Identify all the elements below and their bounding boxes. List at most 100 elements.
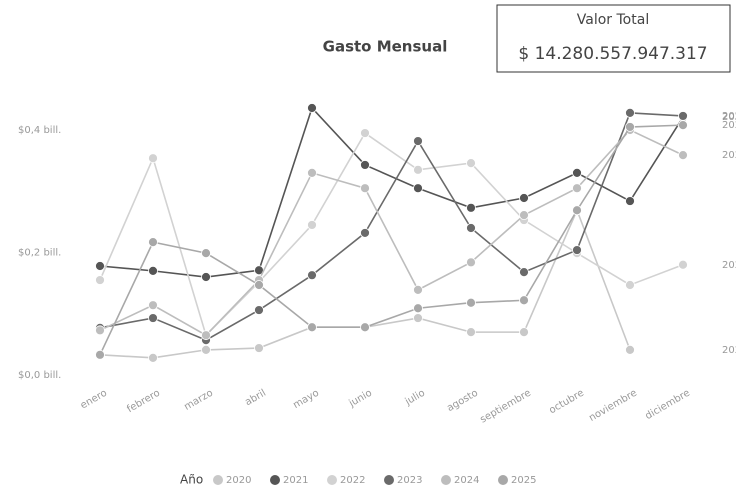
x-tick-label: diciembre (643, 388, 692, 422)
x-tick-label: noviembre (587, 388, 639, 424)
data-point (148, 352, 158, 363)
x-tick-label: marzo (182, 388, 215, 413)
x-tick-label: enero (79, 388, 109, 412)
data-point (307, 220, 317, 230)
data-point (466, 257, 476, 268)
series-line (99, 129, 684, 337)
data-point (519, 327, 529, 338)
legend-swatch (270, 475, 280, 485)
card-title: Valor Total (577, 12, 649, 28)
legend-label: 2025 (511, 475, 536, 486)
x-tick-label: mayo (291, 388, 321, 411)
data-point (413, 183, 423, 194)
data-point (572, 205, 582, 216)
legend-swatch (498, 475, 508, 485)
x-tick-label: septiembre (478, 388, 533, 426)
data-point (678, 111, 688, 121)
data-point (466, 223, 476, 233)
legend-label: 2020 (226, 475, 251, 486)
data-point (201, 248, 211, 259)
data-point (360, 128, 370, 138)
series-end-label: 2023 (722, 111, 736, 122)
card-value: $ 14.280.557.947.317 (518, 44, 707, 64)
x-tick-label: abril (243, 388, 268, 409)
y-tick-label: $0,0 bill. (18, 370, 61, 381)
legend-label: 2023 (397, 475, 422, 486)
x-tick-label: febrero (125, 388, 162, 416)
legend-title: Año (180, 473, 203, 487)
data-point (201, 330, 211, 341)
data-point (572, 183, 582, 194)
x-tick-label: octubre (547, 388, 586, 417)
data-point (466, 297, 476, 308)
data-point (201, 272, 211, 282)
data-point (201, 344, 211, 355)
data-point (625, 107, 635, 118)
series-end-label: 2024 (722, 150, 736, 161)
series-end-label: 2020 (722, 345, 736, 356)
data-point (678, 120, 688, 131)
data-point (307, 322, 317, 333)
x-tick-label: junio (347, 388, 374, 410)
data-point (254, 305, 264, 315)
data-point (307, 270, 317, 281)
data-point (519, 295, 529, 306)
data-point (360, 160, 370, 170)
x-tick-label: julio (403, 388, 427, 408)
legend-swatch (213, 475, 223, 485)
series-line (99, 131, 684, 337)
data-point (148, 237, 158, 247)
data-point (360, 183, 370, 194)
series-line (99, 106, 684, 278)
data-point (413, 164, 423, 175)
legend-label: 2024 (454, 475, 479, 486)
plot: $0,0 bill. $0,2 bill. $0,4 bill. enero febre… (18, 103, 736, 487)
chart-title: Gasto Mensual (323, 38, 448, 56)
data-point (254, 343, 264, 353)
series-end-label: 2021 (722, 112, 736, 123)
data-point (307, 167, 317, 178)
data-point (95, 261, 105, 271)
data-point (519, 210, 529, 221)
kpi-card (496, 4, 731, 73)
legend-swatch (441, 475, 451, 485)
y-tick-label: $0,2 bill. (18, 248, 61, 259)
legend-swatch (327, 475, 337, 485)
data-point (307, 103, 317, 113)
series-end-label: 2022 (722, 260, 736, 271)
y-tick-label: $0,4 bill. (18, 125, 61, 136)
data-point (413, 303, 423, 314)
data-point (572, 167, 582, 178)
data-point (625, 280, 635, 290)
data-point (519, 193, 529, 203)
legend-swatch (384, 475, 394, 485)
series-line (99, 124, 684, 356)
data-point (95, 275, 105, 285)
data-point (148, 265, 158, 276)
data-point (519, 267, 529, 278)
data-point (360, 228, 370, 238)
data-point (678, 259, 688, 270)
data-point (678, 150, 688, 161)
data-point (360, 322, 370, 333)
data-point (148, 313, 158, 323)
data-point (466, 202, 476, 213)
data-point (625, 196, 635, 206)
data-point (466, 158, 476, 168)
legend-label: 2021 (283, 475, 308, 486)
data-point (148, 300, 158, 311)
data-point (413, 313, 423, 323)
data-point (625, 122, 635, 132)
data-point (254, 280, 264, 290)
x-tick-label: agosto (445, 388, 480, 414)
data-point (413, 136, 423, 146)
data-point (95, 349, 105, 360)
data-point (413, 284, 423, 295)
data-point (95, 325, 105, 336)
data-point (148, 153, 158, 164)
series-end-label: 2025 (722, 120, 736, 131)
legend-label: 2022 (340, 475, 365, 486)
data-point (572, 245, 582, 255)
series-line (99, 112, 684, 341)
